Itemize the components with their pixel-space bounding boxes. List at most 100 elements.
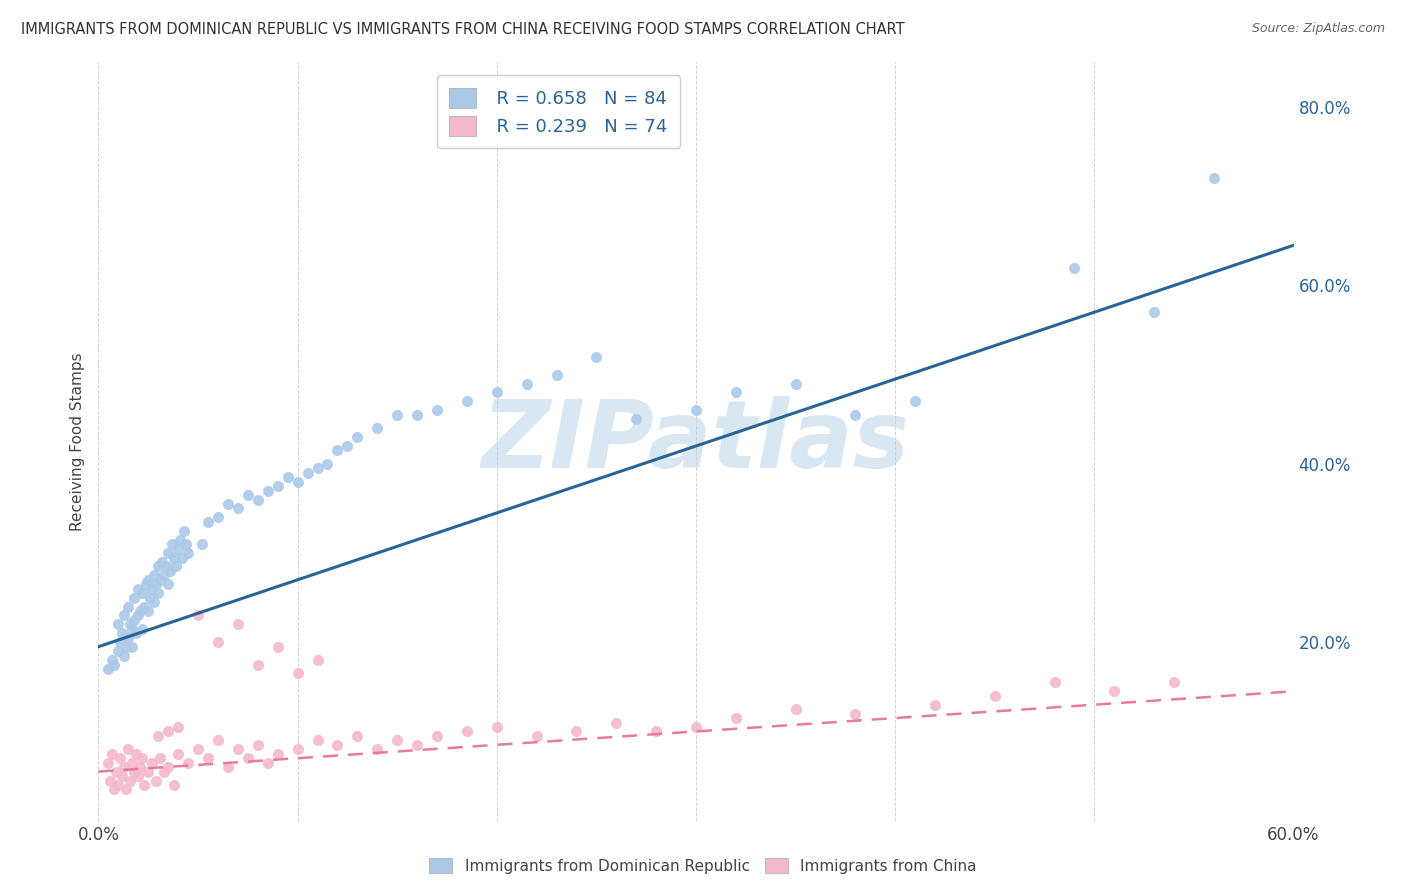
Point	[167, 747, 190, 761]
Point	[167, 541, 190, 556]
Point	[112, 608, 135, 623]
Point	[346, 729, 368, 743]
Point	[267, 479, 290, 493]
Point	[256, 756, 278, 770]
Point	[1063, 260, 1085, 275]
Point	[217, 760, 239, 774]
Point	[1143, 305, 1166, 319]
Point	[406, 738, 429, 752]
Point	[287, 475, 309, 489]
Point	[207, 733, 229, 747]
Point	[246, 738, 269, 752]
Point	[426, 403, 449, 417]
Point	[187, 742, 209, 756]
Point	[169, 533, 191, 547]
Point	[236, 488, 259, 502]
Point	[173, 524, 195, 538]
Point	[207, 635, 229, 649]
Point	[115, 782, 138, 797]
Point	[316, 457, 339, 471]
Point	[177, 756, 200, 770]
Point	[124, 613, 146, 627]
Point	[101, 747, 124, 761]
Point	[136, 604, 159, 618]
Point	[844, 408, 866, 422]
Point	[267, 640, 290, 654]
Legend: Immigrants from Dominican Republic, Immigrants from China: Immigrants from Dominican Republic, Immi…	[423, 852, 983, 880]
Point	[904, 394, 927, 409]
Point	[127, 582, 149, 596]
Point	[101, 653, 124, 667]
Point	[246, 492, 269, 507]
Point	[163, 550, 186, 565]
Point	[1163, 675, 1185, 690]
Point	[177, 546, 200, 560]
Point	[112, 760, 135, 774]
Point	[121, 640, 143, 654]
Point	[605, 715, 627, 730]
Point	[366, 742, 388, 756]
Point	[485, 720, 508, 734]
Point	[645, 724, 668, 739]
Point	[546, 368, 568, 382]
Point	[103, 782, 125, 797]
Point	[159, 564, 181, 578]
Point	[111, 626, 134, 640]
Point	[346, 430, 368, 444]
Point	[129, 760, 152, 774]
Point	[226, 617, 249, 632]
Point	[165, 559, 187, 574]
Point	[277, 470, 299, 484]
Point	[984, 689, 1007, 703]
Point	[107, 617, 129, 632]
Point	[267, 747, 290, 761]
Point	[526, 729, 548, 743]
Point	[844, 706, 866, 721]
Point	[134, 599, 156, 614]
Point	[246, 657, 269, 672]
Point	[145, 577, 167, 591]
Point	[153, 764, 176, 779]
Point	[141, 756, 163, 770]
Point	[135, 577, 157, 591]
Point	[98, 773, 122, 788]
Point	[307, 733, 329, 747]
Legend:   R = 0.658   N = 84,   R = 0.239   N = 74: R = 0.658 N = 84, R = 0.239 N = 74	[437, 75, 681, 148]
Point	[103, 657, 125, 672]
Point	[141, 582, 163, 596]
Point	[287, 666, 309, 681]
Point	[187, 608, 209, 623]
Point	[97, 662, 120, 676]
Point	[110, 635, 132, 649]
Point	[724, 711, 747, 725]
Point	[167, 720, 190, 734]
Point	[107, 778, 129, 792]
Point	[516, 376, 538, 391]
Point	[124, 764, 146, 779]
Point	[97, 756, 120, 770]
Point	[145, 773, 167, 788]
Point	[148, 586, 170, 600]
Y-axis label: Receiving Food Stamps: Receiving Food Stamps	[69, 352, 84, 531]
Point	[585, 350, 607, 364]
Point	[1104, 684, 1126, 698]
Point	[127, 769, 149, 783]
Point	[149, 573, 172, 587]
Point	[120, 773, 142, 788]
Point	[148, 729, 170, 743]
Point	[155, 559, 177, 574]
Point	[456, 394, 478, 409]
Point	[157, 760, 180, 774]
Point	[124, 591, 146, 605]
Point	[153, 568, 176, 582]
Point	[117, 742, 139, 756]
Point	[110, 751, 132, 765]
Point	[107, 644, 129, 658]
Point	[385, 733, 409, 747]
Point	[131, 751, 153, 765]
Point	[125, 747, 148, 761]
Point	[163, 778, 186, 792]
Point	[136, 573, 159, 587]
Point	[685, 720, 707, 734]
Point	[297, 466, 319, 480]
